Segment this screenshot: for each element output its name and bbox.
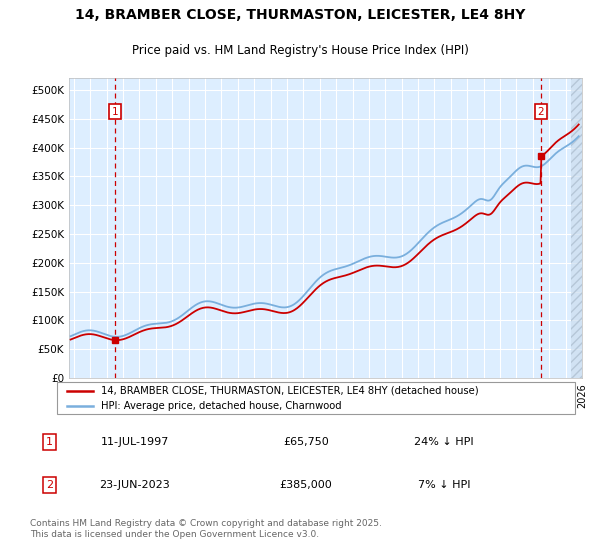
Text: 1: 1: [112, 107, 119, 117]
Text: Contains HM Land Registry data © Crown copyright and database right 2025.
This d: Contains HM Land Registry data © Crown c…: [30, 519, 382, 539]
Text: 11-JUL-1997: 11-JUL-1997: [101, 437, 169, 447]
FancyBboxPatch shape: [56, 382, 575, 414]
Text: HPI: Average price, detached house, Charnwood: HPI: Average price, detached house, Char…: [101, 402, 342, 412]
Text: 14, BRAMBER CLOSE, THURMASTON, LEICESTER, LE4 8HY (detached house): 14, BRAMBER CLOSE, THURMASTON, LEICESTER…: [101, 385, 479, 395]
Text: £385,000: £385,000: [280, 480, 332, 489]
Text: Price paid vs. HM Land Registry's House Price Index (HPI): Price paid vs. HM Land Registry's House …: [131, 44, 469, 57]
Bar: [571, 78, 590, 378]
Text: 2: 2: [46, 480, 53, 489]
Text: 14, BRAMBER CLOSE, THURMASTON, LEICESTER, LE4 8HY: 14, BRAMBER CLOSE, THURMASTON, LEICESTER…: [75, 8, 525, 22]
Text: £65,750: £65,750: [283, 437, 329, 447]
Text: 1: 1: [46, 437, 53, 447]
Text: 7% ↓ HPI: 7% ↓ HPI: [418, 480, 470, 489]
Text: 24% ↓ HPI: 24% ↓ HPI: [414, 437, 474, 447]
Text: 2: 2: [538, 107, 544, 117]
Text: 23-JUN-2023: 23-JUN-2023: [100, 480, 170, 489]
